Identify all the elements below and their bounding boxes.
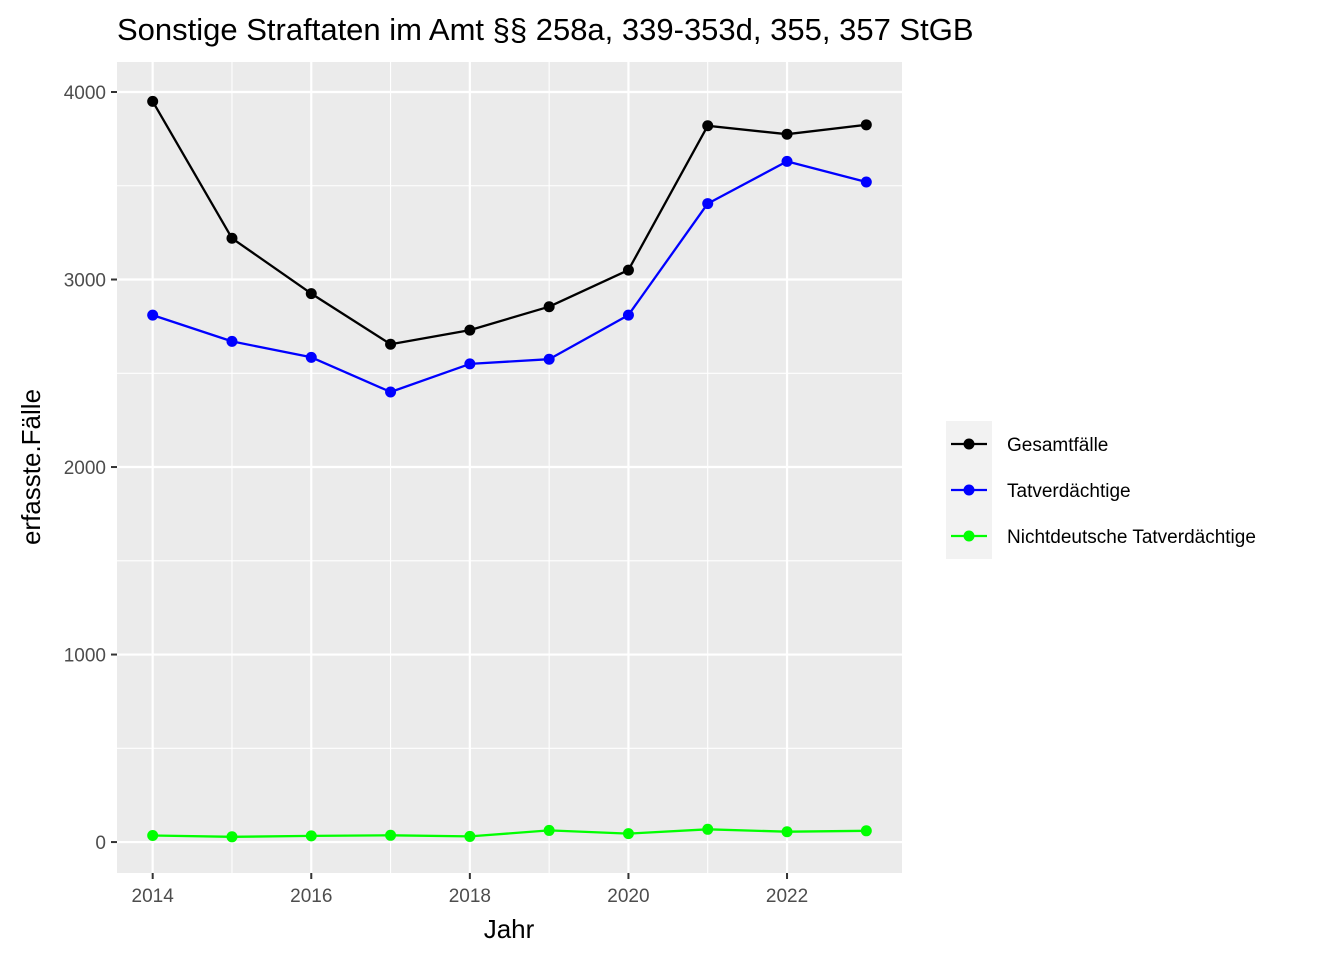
series-line	[151, 100, 867, 346]
data-point	[781, 128, 793, 140]
y-axis: 0 1000 2000 3000 4000	[64, 83, 117, 854]
data-point	[147, 309, 159, 321]
y-tick-label: 4000	[64, 83, 106, 104]
data-point	[147, 95, 159, 107]
data-point	[226, 232, 238, 244]
data-point	[226, 831, 238, 843]
legend-label: Gesamtfälle	[1007, 435, 1108, 456]
data-point	[622, 309, 634, 321]
data-point	[464, 830, 476, 842]
series-line	[152, 160, 867, 394]
y-tick-label: 1000	[64, 646, 106, 667]
data-point	[702, 823, 714, 835]
data-point	[385, 338, 397, 350]
x-axis: 2014 2016 2018 2020 2022	[132, 873, 808, 907]
x-axis-title: Jahr	[484, 914, 535, 944]
x-tick-label: 2020	[607, 886, 649, 907]
series-1	[147, 155, 872, 398]
series-0	[147, 95, 872, 350]
x-tick-label: 2018	[449, 886, 491, 907]
data-point	[385, 829, 397, 841]
x-tick-label: 2014	[132, 886, 175, 907]
x-tick-label: 2016	[290, 886, 332, 907]
data-point	[147, 829, 159, 841]
data-point	[622, 264, 634, 276]
series-layer	[147, 95, 872, 843]
data-point	[543, 301, 555, 313]
data-point	[860, 176, 872, 188]
legend-key-point	[963, 484, 975, 496]
legend-key-point	[963, 530, 975, 542]
y-tick-label: 2000	[64, 458, 106, 479]
data-point	[464, 324, 476, 336]
data-point	[305, 351, 317, 363]
y-tick-label: 0	[95, 833, 106, 854]
series-line	[152, 828, 867, 838]
data-point	[464, 358, 476, 370]
legend-label: Tatverdächtige	[1007, 481, 1131, 502]
data-point	[622, 828, 634, 840]
data-point	[702, 120, 714, 132]
y-tick-label: 3000	[64, 271, 106, 292]
legend: Gesamtfälle Tatverdächtige Nichtdeutsche T…	[946, 421, 1256, 559]
data-point	[781, 155, 793, 167]
y-axis-title: erfasste.Fälle	[16, 389, 46, 545]
data-point	[860, 119, 872, 131]
data-point	[543, 824, 555, 836]
data-point	[305, 288, 317, 300]
data-point	[702, 198, 714, 210]
data-point	[543, 353, 555, 365]
data-point	[860, 825, 872, 837]
data-point	[385, 386, 397, 398]
series-2	[147, 823, 872, 843]
x-tick-label: 2022	[766, 886, 808, 907]
data-point	[781, 826, 793, 838]
legend-key-point	[963, 438, 975, 450]
chart-title: Sonstige Straftaten im Amt §§ 258a, 339-…	[117, 12, 974, 47]
legend-label: Nichtdeutsche Tatverdächtige	[1007, 527, 1256, 548]
data-point	[226, 335, 238, 347]
data-point	[305, 830, 317, 842]
major-gridlines	[117, 62, 902, 873]
